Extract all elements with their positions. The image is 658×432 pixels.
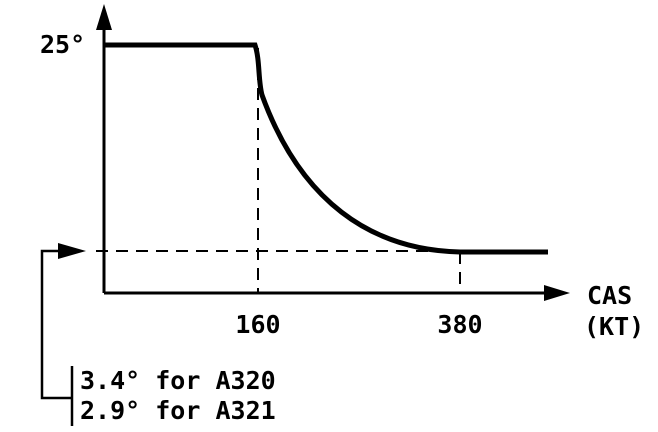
note-bracket (40, 249, 72, 400)
note: 2.9° for A321 (80, 396, 276, 425)
x-axis-arrow (544, 285, 570, 301)
limit-curve (104, 42, 548, 255)
x-axis-label: CAS (587, 281, 632, 310)
y-label: 25° (40, 30, 85, 59)
note-arrow (58, 243, 86, 259)
x-tick-label: 160 (235, 310, 280, 339)
x-tick-label: 380 (437, 310, 482, 339)
note: 3.4° for A320 (80, 366, 276, 395)
x-axis-unit: (KT) (584, 312, 644, 341)
y-axis-arrow (96, 4, 112, 30)
